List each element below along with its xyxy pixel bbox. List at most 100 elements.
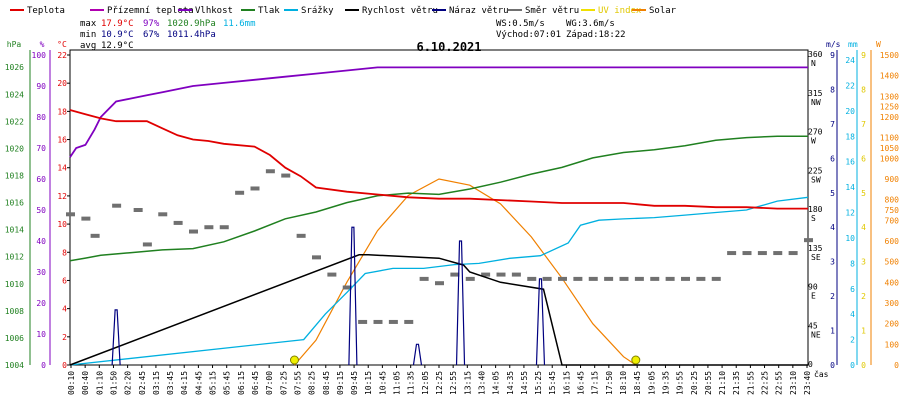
wind-dir-point [90, 233, 100, 238]
tick-x: 00:10 [67, 371, 76, 395]
sunset-marker [631, 355, 641, 365]
tick-x: 09:15 [336, 371, 345, 395]
legend-label-pocitova: Přízemní teplota [107, 6, 194, 16]
tick-ms: 2 [830, 292, 835, 301]
tick-uv: 6 [861, 154, 866, 163]
wind-dir-point [265, 169, 275, 174]
tick-hpa: 1024 [5, 90, 24, 99]
wind-dir-point [419, 276, 429, 281]
tick-hpa: 1022 [5, 117, 24, 126]
stat-avg-temp: 12.9°C [101, 41, 134, 51]
tick-degc: 8 [62, 248, 67, 257]
stat-wg: WG:3.6m/s [566, 19, 615, 29]
tick-w: 600 [885, 237, 900, 246]
tick-uv: 1 [861, 327, 866, 336]
legend-label-tlak: Tlak [258, 6, 280, 16]
tick-x: 05:15 [209, 371, 218, 395]
wind-dir-point [435, 281, 444, 286]
wind-dir-point [527, 276, 537, 281]
series-wind-speed [69, 254, 808, 366]
tick-hpa: 1014 [5, 226, 24, 235]
wind-dir-point [133, 208, 143, 212]
legend-label-solar: Solar [649, 6, 677, 16]
wind-dir-point [450, 272, 460, 277]
stat-min-press: 1011.4hPa [167, 30, 216, 40]
wind-dir-point [189, 229, 198, 234]
tick-mm: 24 [845, 56, 855, 65]
series-humidity [69, 66, 808, 158]
gust-peak [535, 278, 546, 366]
tick-x: 02:45 [138, 371, 147, 395]
tick-pct: 60 [36, 175, 46, 184]
tick-x: 16:45 [577, 371, 586, 395]
wind-dir-point [742, 251, 752, 256]
unit-w: W [876, 40, 881, 49]
chart-title: 6.10.2021 [416, 40, 481, 54]
series-solar [294, 178, 637, 366]
tick-mm: 18 [845, 132, 855, 141]
stat-max-hum: 97% [143, 19, 160, 29]
wind-dir-point [112, 203, 122, 208]
tick-uv: 8 [861, 85, 866, 94]
unit-hpa: hPa [7, 40, 22, 49]
legend-label-srazky: Srážky [301, 6, 334, 16]
stat-max-rain: 11.6mm [223, 19, 256, 29]
legend-label-rychlost: Rychlost větru [362, 6, 438, 16]
tick-ms: 5 [830, 189, 835, 198]
tick-x: 15:25 [534, 371, 543, 395]
tick-ms: 6 [830, 154, 835, 163]
tick-uv: 5 [861, 189, 866, 198]
tick-x: 17:15 [591, 371, 600, 395]
tick-x: 18:45 [633, 371, 642, 395]
tick-degc: 18 [57, 107, 67, 116]
tick-x: 14:05 [492, 371, 501, 395]
tick-x: 13:15 [463, 371, 472, 395]
series-temperature [69, 109, 808, 210]
wind-dir-point [281, 173, 291, 178]
tick-dir-label: NW [811, 98, 821, 107]
tick-dir-label: SE [811, 253, 821, 262]
unit-ms: m/s [826, 40, 841, 49]
tick-x: 12:25 [435, 371, 444, 395]
tick-uv: 3 [861, 258, 866, 267]
tick-w: 1500 [880, 51, 899, 60]
tick-w: 1050 [880, 144, 899, 153]
tick-w: 1200 [880, 113, 899, 122]
tick-mm: 22 [845, 81, 855, 90]
series-rain [69, 196, 809, 366]
wind-dir-point [404, 319, 414, 324]
tick-pct: 40 [36, 237, 46, 246]
tick-x: 06:45 [251, 371, 260, 395]
tick-mm: 6 [850, 285, 855, 294]
tick-dir-label: SW [811, 175, 821, 184]
tick-uv: 0 [861, 361, 866, 370]
wind-dir-point [788, 251, 798, 256]
tick-hpa: 1008 [5, 307, 24, 316]
legend-label-teplota: Teplota [27, 6, 65, 16]
tick-degc: 16 [57, 136, 67, 145]
tick-x: 23:10 [789, 371, 798, 395]
tick-x: 01:50 [109, 371, 118, 395]
stats-block: max 17.9°C 97% 1020.9hPa 11.6mm min 10.9… [80, 19, 626, 51]
stat-min-hum: 67% [143, 30, 160, 40]
tick-degc: 12 [57, 192, 67, 201]
tick-ms: 3 [830, 258, 835, 267]
stat-min-temp: 10.9°C [101, 30, 134, 40]
tick-x: 22:55 [775, 371, 784, 395]
tick-ms: 9 [830, 51, 835, 60]
tick-mm: 0 [850, 361, 855, 370]
tick-hpa: 1010 [5, 280, 24, 289]
tick-pct: 10 [36, 330, 46, 339]
wind-dir-point [558, 276, 567, 281]
wind-dir-point [342, 285, 352, 290]
stat-sunset: Západ:18:22 [566, 30, 626, 40]
wind-dir-point [312, 255, 321, 260]
wind-dir-point [511, 272, 521, 277]
tick-x: 13:40 [477, 371, 486, 395]
tick-ms: 4 [830, 223, 835, 232]
wind-dir-point [634, 276, 644, 281]
tick-dir-deg: 315 [808, 89, 823, 98]
tick-uv: 7 [861, 120, 866, 129]
wind-dir-point [773, 251, 783, 256]
